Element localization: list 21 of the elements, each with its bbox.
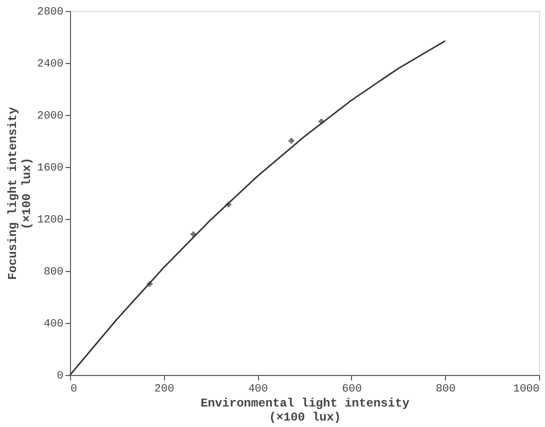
y-axis-title: Focusing light intensity (×100 lux): [6, 107, 34, 280]
y-tick-label: 800: [44, 266, 64, 278]
y-tick-label: 1600: [37, 162, 64, 174]
x-tick-label: 600: [342, 384, 362, 396]
x-tick-label: 1000: [513, 384, 540, 396]
x-tick-label: 800: [436, 384, 456, 396]
point: [190, 231, 196, 237]
y-tick-label: 2800: [37, 6, 64, 18]
y-tick-label: 0: [56, 370, 64, 382]
point: [288, 138, 294, 144]
y-tick-label: 400: [44, 318, 64, 330]
x-tick-label: 0: [70, 384, 78, 396]
y-tick-label: 1200: [37, 214, 64, 226]
y-tick-label: 2400: [37, 58, 64, 70]
x-tick-label: 200: [154, 384, 174, 396]
point: [226, 202, 232, 208]
x-tick-label: 400: [248, 384, 268, 396]
y-tick-label: 2000: [37, 110, 64, 122]
line-series: [69, 40, 446, 376]
point: [146, 281, 152, 287]
x-axis-title: Environmental light intensity (×100 lux): [200, 396, 410, 424]
